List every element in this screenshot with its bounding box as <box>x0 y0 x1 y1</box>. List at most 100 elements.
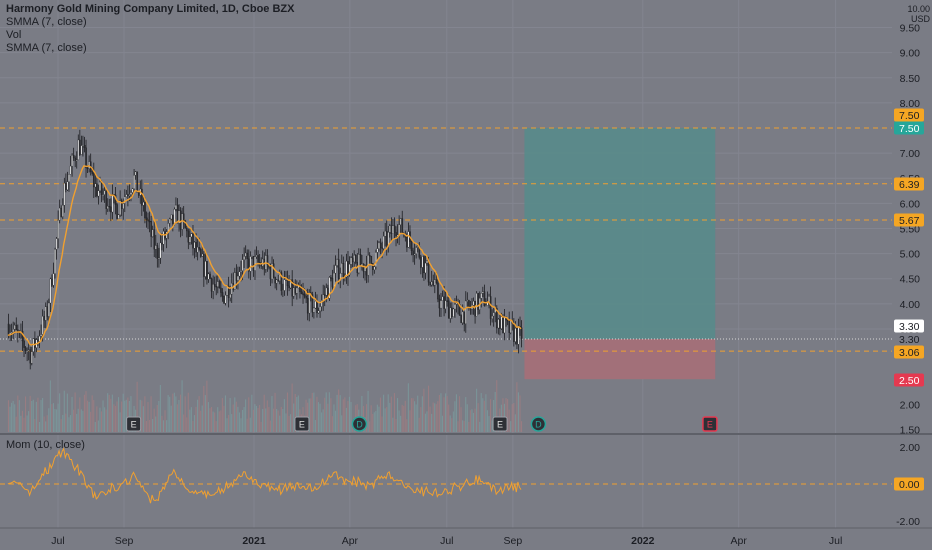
time-axis-tick[interactable]: Sep <box>115 535 134 547</box>
candle-body[interactable] <box>24 347 27 351</box>
candle-body[interactable] <box>410 241 413 251</box>
candle-body[interactable] <box>66 181 69 190</box>
candle-body[interactable] <box>509 320 512 333</box>
candle-body[interactable] <box>203 253 205 277</box>
candle-body[interactable] <box>331 278 334 288</box>
candle-body[interactable] <box>500 316 503 329</box>
candle-body[interactable] <box>69 165 72 175</box>
candle-body[interactable] <box>117 214 120 219</box>
candle-body[interactable] <box>168 218 171 224</box>
candle-body[interactable] <box>224 295 227 304</box>
candle-body[interactable] <box>130 192 132 195</box>
candle-body[interactable] <box>460 315 462 323</box>
candle-body[interactable] <box>438 298 441 309</box>
price-badge-plain[interactable]: 3.30 <box>899 334 920 346</box>
candle-body[interactable] <box>57 220 59 239</box>
candle-body[interactable] <box>46 306 49 317</box>
candle-body[interactable] <box>420 257 422 268</box>
candle-body[interactable] <box>217 281 219 287</box>
candle-body[interactable] <box>58 207 61 221</box>
candle-body[interactable] <box>215 286 218 288</box>
candle-body[interactable] <box>133 175 135 189</box>
candle-body[interactable] <box>322 294 325 301</box>
candle-body[interactable] <box>465 300 467 324</box>
candle-body[interactable] <box>221 292 224 297</box>
candle-body[interactable] <box>283 279 286 291</box>
candle-body[interactable] <box>193 242 196 249</box>
price-badge-level[interactable]: 5.67 <box>894 213 924 228</box>
candle-body[interactable] <box>102 194 104 196</box>
candle-body[interactable] <box>195 242 197 253</box>
candle-body[interactable] <box>85 147 87 169</box>
candle-body[interactable] <box>62 205 64 217</box>
candle-body[interactable] <box>145 217 148 220</box>
candle-body[interactable] <box>444 300 447 309</box>
candle-body[interactable] <box>497 319 500 329</box>
candle-body[interactable] <box>452 308 455 317</box>
price-badge-level[interactable]: 7.50 <box>894 108 924 123</box>
candle-body[interactable] <box>94 183 97 188</box>
candle-body[interactable] <box>449 307 452 319</box>
candle-body[interactable] <box>435 279 438 284</box>
currency-label[interactable]: 10.00 USD <box>907 4 930 24</box>
candle-body[interactable] <box>455 302 458 305</box>
candle-body[interactable] <box>88 161 90 169</box>
candle-body[interactable] <box>302 293 304 295</box>
candle-body[interactable] <box>406 237 408 248</box>
candle-body[interactable] <box>415 247 418 255</box>
candle-body[interactable] <box>44 306 47 321</box>
price-axis-tick[interactable]: 2.00 <box>900 399 921 411</box>
time-axis-tick[interactable]: 2021 <box>242 535 266 547</box>
candle-body[interactable] <box>212 284 214 292</box>
candle-body[interactable] <box>274 277 276 284</box>
candle-body[interactable] <box>192 233 194 249</box>
candle-body[interactable] <box>218 281 221 289</box>
candle-body[interactable] <box>362 263 365 272</box>
candle-body[interactable] <box>303 294 306 297</box>
candle-body[interactable] <box>127 194 129 196</box>
legend-item-smma[interactable]: SMMA (7, close) <box>6 16 87 28</box>
guide-levels[interactable] <box>0 127 892 352</box>
candle-body[interactable] <box>336 259 338 266</box>
candle-body[interactable] <box>251 256 253 258</box>
candle-body[interactable] <box>432 281 435 286</box>
candle-body[interactable] <box>124 196 126 204</box>
momentum-axis[interactable]: 2.00 -2.00 0.00 <box>894 442 924 528</box>
candle-body[interactable] <box>190 233 193 237</box>
candle-body[interactable] <box>209 273 211 279</box>
candle-body[interactable] <box>237 275 239 281</box>
candle-body[interactable] <box>213 284 216 287</box>
candle-body[interactable] <box>466 300 469 302</box>
candle-body[interactable] <box>246 252 249 260</box>
time-axis-tick[interactable]: Jul <box>51 535 64 547</box>
time-axis-tick[interactable]: Sep <box>504 535 523 547</box>
candle-body[interactable] <box>277 279 280 282</box>
candle-body[interactable] <box>474 301 476 317</box>
candle-body[interactable] <box>282 290 284 292</box>
candle-body[interactable] <box>10 331 13 334</box>
candle-body[interactable] <box>80 145 83 155</box>
candle-body[interactable] <box>207 273 210 280</box>
candle-body[interactable] <box>482 291 484 294</box>
time-axis-tick[interactable]: 2022 <box>631 535 655 547</box>
candle-body[interactable] <box>83 145 86 148</box>
candle-body[interactable] <box>390 225 393 234</box>
candle-body[interactable] <box>12 329 15 333</box>
candle-body[interactable] <box>353 255 356 263</box>
candle-body[interactable] <box>306 298 309 314</box>
candle-body[interactable] <box>317 310 320 314</box>
candle-body[interactable] <box>159 242 162 259</box>
candle-body[interactable] <box>178 210 180 224</box>
candle-body[interactable] <box>240 270 242 272</box>
candle-body[interactable] <box>72 155 75 159</box>
candle-body[interactable] <box>291 279 294 297</box>
candle-body[interactable] <box>111 194 114 213</box>
symbol-title[interactable]: Harmony Gold Mining Company Limited, 1D,… <box>6 3 295 15</box>
candle-body[interactable] <box>29 349 32 364</box>
candle-body[interactable] <box>461 311 464 323</box>
candle-body[interactable] <box>350 257 352 265</box>
price-axis-tick[interactable]: 4.50 <box>900 274 921 286</box>
candle-body[interactable] <box>323 294 326 296</box>
event-dividend-marker[interactable]: D <box>351 416 368 432</box>
candle-body[interactable] <box>314 301 317 309</box>
